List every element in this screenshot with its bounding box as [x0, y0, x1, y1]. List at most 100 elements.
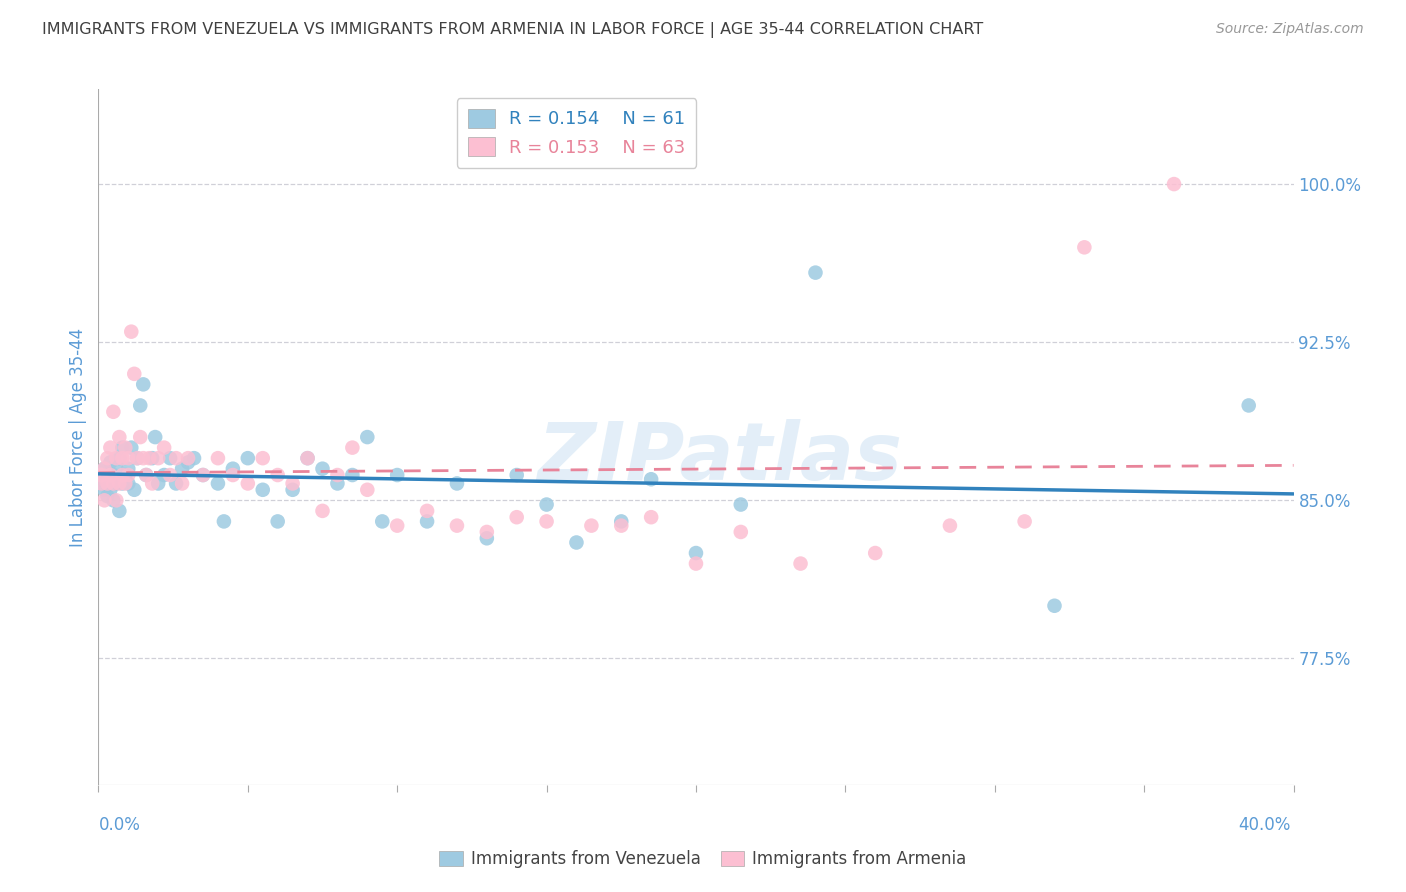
- Point: [159, 468, 181, 483]
- Point: [385, 518, 409, 533]
- Y-axis label: In Labor Force | Age 35-44: In Labor Force | Age 35-44: [69, 327, 87, 547]
- Point: [100, 455, 122, 469]
- Point: [297, 451, 319, 466]
- Point: [342, 441, 364, 455]
- Point: [267, 515, 290, 529]
- Point: [685, 557, 707, 571]
- Point: [124, 483, 146, 497]
- Point: [103, 476, 125, 491]
- Point: [135, 468, 157, 483]
- Point: [141, 476, 163, 491]
- Point: [865, 546, 887, 560]
- Point: [183, 451, 205, 466]
- Point: [252, 483, 274, 497]
- Point: [103, 468, 125, 483]
- Point: [191, 468, 214, 483]
- Point: [342, 468, 364, 483]
- Point: [191, 468, 214, 483]
- Point: [93, 483, 115, 497]
- Point: [132, 451, 155, 466]
- Text: Source: ZipAtlas.com: Source: ZipAtlas.com: [1216, 22, 1364, 37]
- Point: [90, 476, 112, 491]
- Point: [610, 515, 633, 529]
- Point: [105, 493, 128, 508]
- Point: [129, 399, 152, 413]
- Point: [105, 461, 128, 475]
- Point: [120, 441, 142, 455]
- Point: [96, 472, 118, 486]
- Point: [148, 451, 170, 466]
- Point: [96, 476, 118, 491]
- Point: [148, 476, 170, 491]
- Point: [96, 451, 118, 466]
- Point: [165, 476, 187, 491]
- Point: [153, 468, 176, 483]
- Point: [506, 510, 529, 524]
- Point: [103, 493, 125, 508]
- Point: [103, 405, 125, 419]
- Point: [124, 367, 146, 381]
- Point: [108, 451, 131, 466]
- Point: [127, 451, 149, 466]
- Point: [111, 451, 134, 466]
- Point: [939, 518, 962, 533]
- Point: [640, 510, 662, 524]
- Point: [252, 451, 274, 466]
- Text: IMMIGRANTS FROM VENEZUELA VS IMMIGRANTS FROM ARMENIA IN LABOR FORCE | AGE 35-44 : IMMIGRANTS FROM VENEZUELA VS IMMIGRANTS …: [42, 22, 983, 38]
- Point: [135, 468, 157, 483]
- Point: [297, 451, 319, 466]
- Legend: Immigrants from Venezuela, Immigrants from Armenia: Immigrants from Venezuela, Immigrants fr…: [433, 844, 973, 875]
- Point: [96, 489, 118, 503]
- Point: [212, 515, 235, 529]
- Point: [100, 468, 122, 483]
- Point: [416, 504, 439, 518]
- Point: [114, 468, 136, 483]
- Point: [153, 441, 176, 455]
- Point: [446, 476, 468, 491]
- Point: [132, 377, 155, 392]
- Point: [565, 535, 588, 549]
- Point: [141, 451, 163, 466]
- Point: [117, 468, 139, 483]
- Point: [111, 476, 134, 491]
- Point: [138, 451, 160, 466]
- Point: [1163, 177, 1185, 191]
- Point: [506, 468, 529, 483]
- Point: [120, 325, 142, 339]
- Point: [311, 504, 333, 518]
- Point: [177, 455, 200, 469]
- Point: [129, 430, 152, 444]
- Point: [93, 461, 115, 475]
- Point: [222, 468, 245, 483]
- Point: [311, 461, 333, 475]
- Text: ZIPatlas: ZIPatlas: [537, 419, 903, 497]
- Point: [105, 451, 128, 466]
- Point: [730, 498, 752, 512]
- Point: [685, 546, 707, 560]
- Point: [105, 476, 128, 491]
- Point: [117, 451, 139, 466]
- Point: [1073, 240, 1095, 254]
- Point: [172, 461, 194, 475]
- Point: [475, 524, 498, 539]
- Point: [446, 518, 468, 533]
- Point: [111, 441, 134, 455]
- Point: [371, 515, 394, 529]
- Point: [127, 451, 149, 466]
- Point: [108, 430, 131, 444]
- Point: [236, 451, 259, 466]
- Point: [159, 451, 181, 466]
- Point: [536, 498, 558, 512]
- Point: [143, 430, 166, 444]
- Point: [267, 468, 290, 483]
- Point: [177, 451, 200, 466]
- Point: [326, 468, 349, 483]
- Point: [640, 472, 662, 486]
- Point: [236, 476, 259, 491]
- Point: [356, 483, 378, 497]
- Point: [281, 483, 304, 497]
- Point: [108, 476, 131, 491]
- Text: 0.0%: 0.0%: [98, 816, 141, 834]
- Point: [804, 266, 827, 280]
- Point: [356, 430, 378, 444]
